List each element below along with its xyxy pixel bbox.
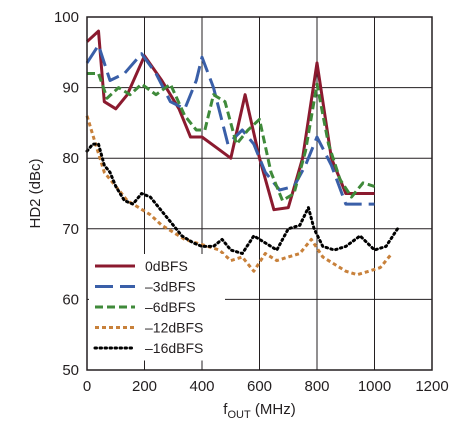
y-tick-label: 80 [62,150,79,167]
series-lines [85,29,399,277]
x-axis-label-main: f [223,401,228,418]
legend-label-3: –12dBFS [145,320,203,336]
y-axis-label: HD2 (dBc) [27,158,44,228]
y-tick-labels: 50 60 70 80 90 100 [54,9,79,379]
legend-label-2: –6dBFS [145,299,196,315]
x-tick-label: 1000 [358,378,391,395]
x-tick-label: 0 [83,378,91,395]
legend-label-4: –16dBFS [145,340,203,356]
x-axis-label-unit: (MHz) [251,401,296,418]
series-line-0 [85,29,375,212]
y-tick-label: 70 [62,221,79,238]
series-line-1 [85,43,375,206]
x-axis-label-subscript: OUT [227,409,251,421]
x-tick-labels: 0 200 400 600 800 1000 1200 [83,378,449,395]
series-line-2 [87,72,375,203]
y-tick-label: 60 [62,291,79,308]
legend: 0dBFS –3dBFS –6dBFS –12dBFS –16dBFS [93,258,203,356]
series-line-3 [85,115,393,277]
x-tick-label: 600 [247,378,272,395]
y-tick-label: 50 [62,362,79,379]
x-tick-label: 400 [189,378,214,395]
legend-label-0: 0dBFS [145,258,188,274]
x-tick-label: 1200 [415,378,448,395]
y-tick-label: 100 [54,9,79,26]
x-tick-label: 200 [132,378,157,395]
plot-frame [86,16,433,371]
legend-label-1: –3dBFS [145,279,196,295]
x-tick-label: 800 [304,378,329,395]
y-tick-label: 90 [62,80,79,97]
series-line-4 [85,142,399,255]
x-axis-label: fOUT (MHz) [223,401,295,421]
